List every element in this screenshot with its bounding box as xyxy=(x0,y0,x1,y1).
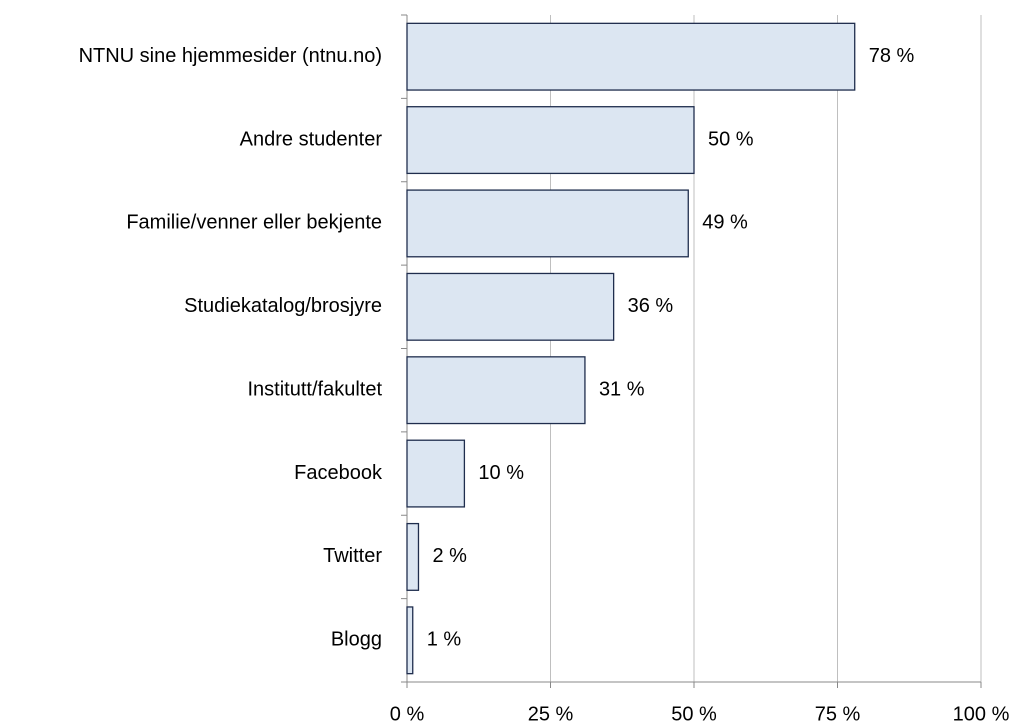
value-label: 1 % xyxy=(427,629,462,651)
bar xyxy=(406,22,856,91)
value-label: 49 % xyxy=(702,212,748,234)
bar xyxy=(406,356,586,425)
x-tick-label: 25 % xyxy=(528,703,574,725)
value-label: 2 % xyxy=(432,545,467,567)
value-label: 36 % xyxy=(628,295,674,317)
value-label: 31 % xyxy=(599,378,645,400)
y-tick-label: Twitter xyxy=(323,545,382,567)
y-tick-label: Institutt/fakultet xyxy=(247,378,382,400)
y-tick-label: Andre studenter xyxy=(240,128,383,150)
y-tick-label: Familie/venner eller bekjente xyxy=(126,212,382,234)
bar xyxy=(406,189,689,258)
bar xyxy=(406,606,414,675)
bar xyxy=(406,106,695,175)
bar xyxy=(406,522,420,591)
x-tick-label: 0 % xyxy=(390,703,425,725)
y-tick-label: Blogg xyxy=(331,629,382,651)
x-tick-label: 50 % xyxy=(671,703,717,725)
y-tick-label: Facebook xyxy=(294,462,383,484)
value-label: 10 % xyxy=(478,462,524,484)
y-tick-label: Studiekatalog/brosjyre xyxy=(184,295,382,317)
y-tick-label: NTNU sine hjemmesider (ntnu.no) xyxy=(79,45,382,67)
bar xyxy=(406,439,466,508)
bar xyxy=(406,272,615,341)
x-tick-label: 75 % xyxy=(815,703,861,725)
x-tick-label: 100 % xyxy=(953,703,1010,725)
value-label: 78 % xyxy=(869,45,915,67)
value-label: 50 % xyxy=(708,128,754,150)
